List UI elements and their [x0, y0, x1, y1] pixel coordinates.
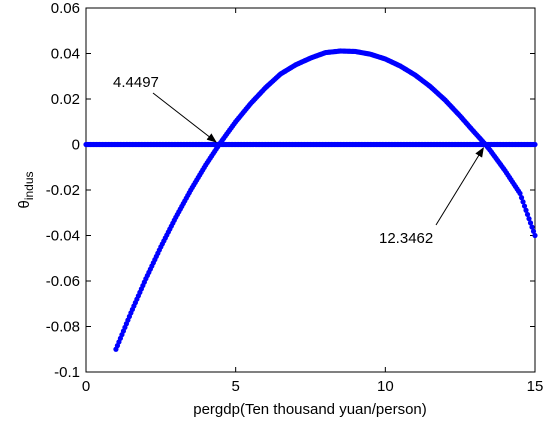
data-point: [532, 232, 538, 239]
y-axis-label-sub: indus: [22, 171, 36, 200]
x-tick-label: 15: [527, 378, 544, 395]
y-tick-label: -0.04: [46, 228, 80, 245]
x-axis-label: pergdp(Ten thousand yuan/person): [193, 401, 427, 418]
data-point: [518, 195, 525, 201]
data-point: [524, 211, 531, 218]
y-tick-label: 0.02: [51, 91, 80, 108]
y-tick-label: -0.1: [54, 364, 80, 381]
series-2: [83, 141, 538, 148]
data-point: [517, 190, 523, 197]
plot-area: [85, 7, 536, 373]
data-point: [520, 199, 526, 205]
y-axis: -0.1 -0.08 -0.06 -0.04 -0.02 0 0.02 0.04 0.06: [46, 0, 535, 381]
data-point: [523, 207, 529, 213]
y-tick-label: -0.08: [46, 319, 80, 336]
data-point: [526, 216, 532, 222]
x-tick-label: 0: [82, 378, 90, 395]
y-tick-label: 0.06: [51, 0, 80, 17]
data-point: [532, 141, 538, 148]
x-axis: 0 5 10 15: [82, 8, 544, 395]
y-tick-label: 0.04: [51, 46, 80, 63]
annotation-arrow: [152, 92, 217, 143]
annotation-layer: 4.4497 12.3462: [113, 74, 484, 247]
y-tick-label: -0.02: [46, 182, 80, 199]
data-point: [530, 228, 537, 234]
annotation-arrow: [435, 147, 484, 226]
x-tick-label: 5: [231, 378, 239, 395]
y-axis-label: θindus: [16, 171, 36, 208]
x-tick-label: 10: [377, 378, 394, 395]
y-tick-label: -0.06: [46, 273, 80, 290]
y-tick-label: 0: [72, 137, 80, 154]
y-axis-label-main: θ: [16, 200, 33, 208]
annotation-label: 4.4497: [113, 74, 159, 91]
series-layer: [83, 48, 538, 352]
svg-text:θindus: θindus: [16, 171, 36, 208]
data-point: [521, 203, 528, 209]
annotation-label: 12.3462: [379, 230, 433, 247]
data-point: [529, 224, 535, 230]
data-point: [527, 220, 534, 226]
